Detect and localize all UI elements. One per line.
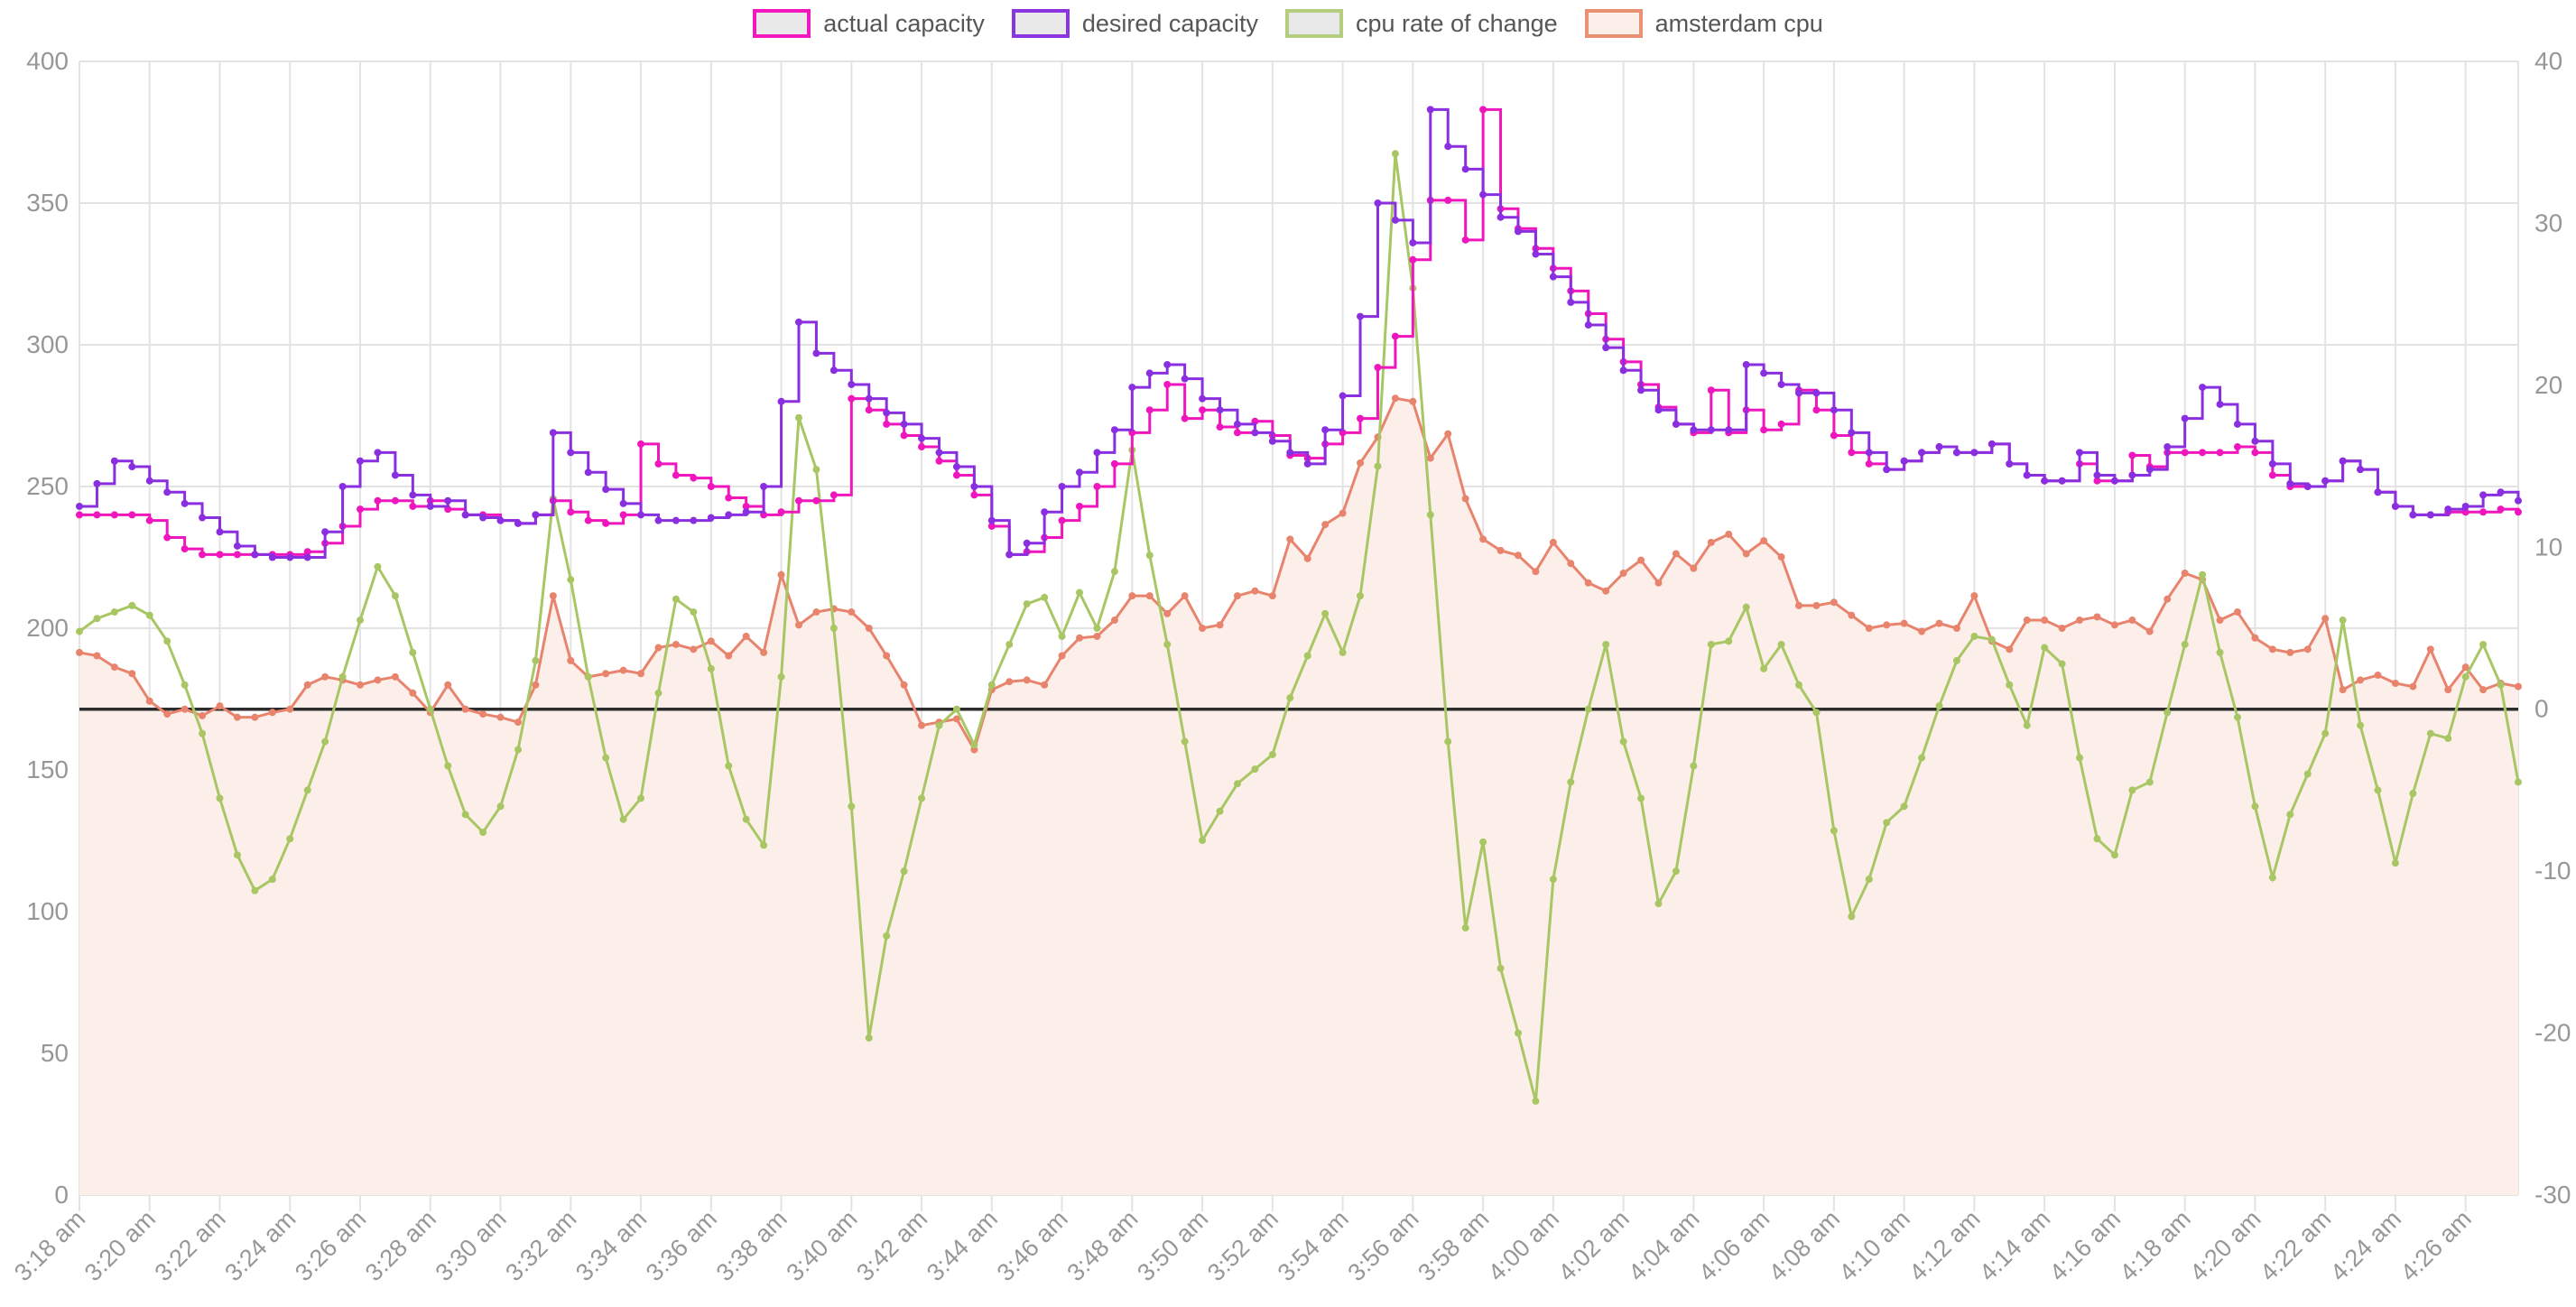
x-axis-tick-label: 3:56 am xyxy=(1342,1205,1423,1286)
x-axis-tick-label: 3:50 am xyxy=(1132,1205,1213,1286)
legend-swatch-icon xyxy=(1584,9,1643,38)
x-axis-tick-label: 4:04 am xyxy=(1623,1205,1704,1286)
x-axis-tick-label: 4:08 am xyxy=(1764,1205,1845,1286)
x-axis-tick-label: 3:52 am xyxy=(1202,1205,1283,1286)
chart-legend: actual capacity desired capacity cpu rate … xyxy=(0,9,2576,38)
legend-item-label: amsterdam cpu xyxy=(1654,9,1823,37)
left-axis-tick-label: 300 xyxy=(26,330,69,358)
right-axis-tick-label: 40 xyxy=(2534,47,2562,75)
x-axis-tick-label: 4:06 am xyxy=(1693,1205,1774,1286)
x-axis-tick-label: 3:22 am xyxy=(150,1205,231,1286)
x-axis-tick-label: 3:40 am xyxy=(781,1205,862,1286)
x-axis-tick-label: 3:18 am xyxy=(9,1205,90,1286)
x-axis-tick-label: 4:00 am xyxy=(1483,1205,1564,1286)
x-axis-tick-label: 3:32 am xyxy=(500,1205,581,1286)
x-axis-tick-label: 3:38 am xyxy=(711,1205,792,1286)
legend-item-amsterdam-cpu[interactable]: amsterdam cpu xyxy=(1584,9,1823,38)
legend-swatch-icon xyxy=(1011,9,1070,38)
x-axis-tick-label: 3:48 am xyxy=(1061,1205,1143,1286)
x-axis-tick-label: 3:44 am xyxy=(922,1205,1003,1286)
x-axis-tick-label: 3:46 am xyxy=(992,1205,1073,1286)
x-axis-tick-label: 3:30 am xyxy=(431,1205,512,1286)
x-axis-tick-label: 3:42 am xyxy=(851,1205,932,1286)
legend-item-label: cpu rate of change xyxy=(1355,9,1558,37)
x-axis-tick-label: 4:26 am xyxy=(2395,1205,2477,1286)
x-axis-tick-label: 4:14 am xyxy=(1974,1205,2055,1286)
legend-item-label: actual capacity xyxy=(823,9,985,37)
right-axis-tick-label: -30 xyxy=(2534,1181,2571,1209)
legend-item-label: desired capacity xyxy=(1081,9,1258,37)
x-axis-tick-label: 3:20 am xyxy=(79,1205,161,1286)
left-axis-tick-label: 400 xyxy=(26,47,69,75)
x-axis-tick-label: 4:18 am xyxy=(2115,1205,2196,1286)
x-axis-tick-label: 4:20 am xyxy=(2184,1205,2266,1286)
legend-item-desired-capacity[interactable]: desired capacity xyxy=(1011,9,1258,38)
series-desired-capacity-markers xyxy=(76,106,2522,561)
left-axis-tick-label: 200 xyxy=(26,614,69,642)
x-axis-tick-label: 4:02 am xyxy=(1553,1205,1635,1286)
x-axis-tick-label: 3:28 am xyxy=(360,1205,441,1286)
left-axis-tick-label: 350 xyxy=(26,189,69,217)
x-axis-tick-label: 3:54 am xyxy=(1273,1205,1354,1286)
x-axis-tick-label: 4:10 am xyxy=(1834,1205,1915,1286)
series-cpu-rate-of-change-markers xyxy=(76,150,2522,1105)
left-axis-tick-label: 0 xyxy=(54,1181,69,1209)
x-axis-tick-label: 4:12 am xyxy=(1904,1205,1985,1286)
x-axis-tick-label: 3:58 am xyxy=(1413,1205,1494,1286)
x-axis-tick-label: 3:36 am xyxy=(641,1205,722,1286)
right-axis-tick-label: -20 xyxy=(2534,1019,2571,1047)
left-axis-tick-label: 100 xyxy=(26,897,69,925)
left-axis-tick-label: 250 xyxy=(26,472,69,500)
series-cpu-rate-of-change-line xyxy=(79,153,2520,1102)
series-actual-capacity-line xyxy=(79,107,2520,556)
right-axis-tick-label: 30 xyxy=(2534,209,2562,236)
x-axis-tick-label: 4:16 am xyxy=(2044,1205,2126,1286)
right-axis-tick-label: 10 xyxy=(2534,533,2562,561)
series-desired-capacity-line xyxy=(79,107,2520,559)
right-axis-tick-label: -10 xyxy=(2534,857,2571,885)
series-amsterdam-cpu-area xyxy=(79,398,2518,1195)
x-axis-tick-label: 3:24 am xyxy=(219,1205,301,1286)
series-actual-capacity-markers xyxy=(76,106,2522,559)
legend-swatch-icon xyxy=(753,9,811,38)
x-axis-tick-label: 4:24 am xyxy=(2325,1205,2406,1286)
right-axis-tick-label: 20 xyxy=(2534,371,2562,399)
right-axis-tick-label: 0 xyxy=(2534,695,2549,723)
left-axis-tick-label: 50 xyxy=(41,1039,69,1067)
legend-swatch-icon xyxy=(1284,9,1343,38)
x-axis-tick-label: 3:34 am xyxy=(570,1205,652,1286)
legend-item-cpu-rate-of-change[interactable]: cpu rate of change xyxy=(1284,9,1558,38)
x-axis-tick-label: 3:26 am xyxy=(290,1205,371,1286)
legend-item-actual-capacity[interactable]: actual capacity xyxy=(753,9,985,38)
x-axis-tick-label: 4:22 am xyxy=(2255,1205,2336,1286)
left-axis-tick-label: 150 xyxy=(26,755,69,783)
